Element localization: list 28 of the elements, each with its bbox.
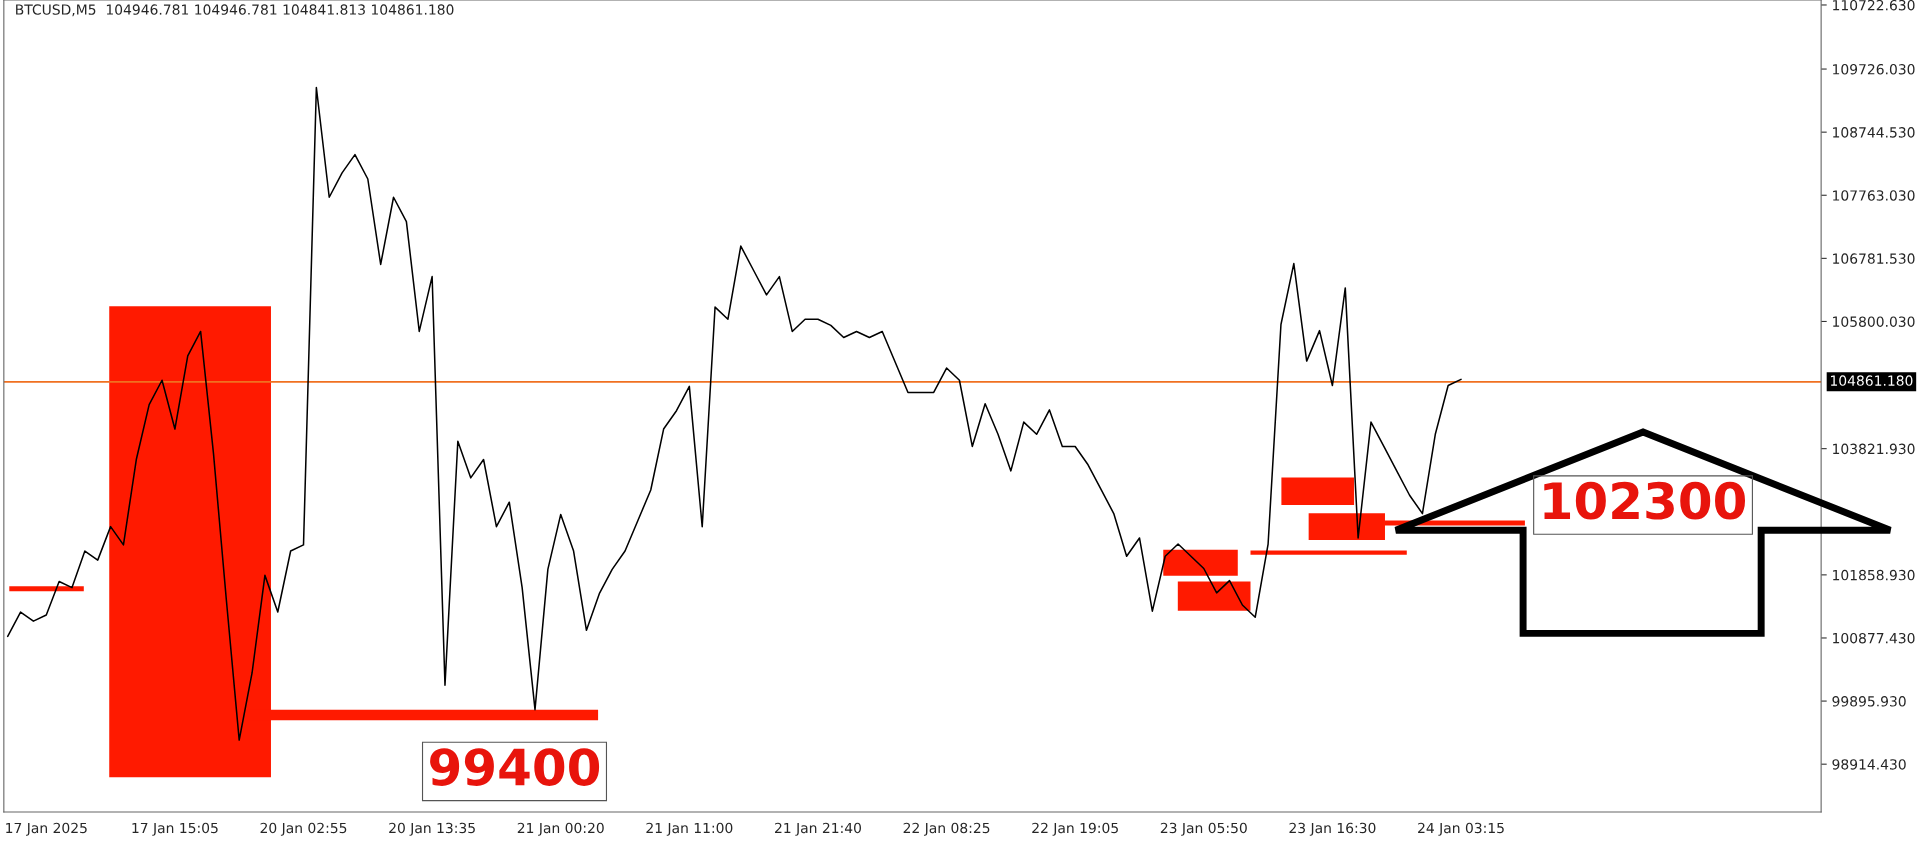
- x-tick-label: 23 Jan 16:30: [1289, 822, 1376, 836]
- y-tick-label: 108744.530: [1833, 127, 1915, 138]
- x-tick-label: 21 Jan 00:20: [517, 822, 604, 836]
- x-tick-label: 17 Jan 2025: [6, 822, 87, 836]
- x-tick-label: 24 Jan 03:15: [1418, 822, 1504, 836]
- chart-title: BTCUSD,M5 104946.781 104946.781 104841.813 104861.180: [16, 4, 454, 17]
- y-tick-label: 109726.030: [1833, 64, 1915, 75]
- y-tick-label: 100877.430: [1833, 632, 1915, 644]
- ref-line-label: 104861.180: [1830, 375, 1913, 386]
- annotation: 99400: [430, 748, 600, 786]
- y-tick-label: 105800.030: [1833, 316, 1915, 327]
- y-tick-label: 103821.930: [1833, 443, 1915, 455]
- x-tick-label: 22 Jan 08:25: [903, 822, 990, 836]
- x-tick-label: 21 Jan 21:40: [775, 822, 861, 836]
- x-tick-label: 20 Jan 02:55: [260, 822, 347, 836]
- x-tick-label: 17 Jan 15:05: [132, 822, 218, 836]
- x-tick-label: 22 Jan 19:05: [1032, 822, 1118, 836]
- x-tick-label: 20 Jan 13:35: [389, 822, 475, 836]
- y-tick-label: 101858.930: [1833, 569, 1915, 581]
- y-tick-label: 107763.030: [1833, 190, 1915, 201]
- y-tick-label: 110722.630: [1833, 0, 1915, 11]
- y-tick-label: 99895.930: [1832, 696, 1906, 707]
- line-series: [6, 86, 1462, 741]
- x-tick-label: 23 Jan 05:50: [1160, 822, 1247, 836]
- y-tick-label: 106781.530: [1833, 253, 1915, 264]
- x-tick-label: 21 Jan 11:00: [646, 822, 733, 836]
- y-tick-label: 98914.430: [1832, 759, 1906, 770]
- annotation: 102300: [1544, 481, 1746, 520]
